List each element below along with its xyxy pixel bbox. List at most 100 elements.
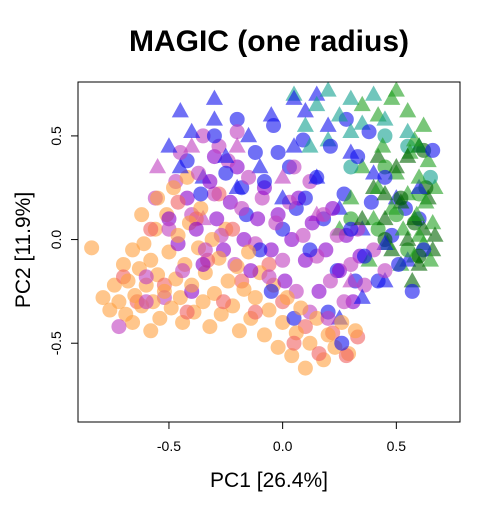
data-point-triangle-s6-3: [274, 168, 292, 184]
data-point-circle-s2-1: [138, 294, 154, 310]
data-point-circle-s0-24: [170, 227, 186, 243]
data-point-triangle-s5-25: [171, 102, 189, 118]
data-point-circle-s0-68: [134, 207, 150, 223]
data-point-triangle-s5-24: [376, 272, 394, 288]
data-point-triangle-s5-5: [217, 147, 235, 163]
data-point-circle-s2-27: [329, 227, 345, 243]
data-point-circle-s0-14: [143, 252, 159, 268]
data-point-circle-s2-13: [234, 200, 250, 216]
data-point-circle-s4-3: [218, 165, 234, 181]
data-point-triangle-s8-11: [301, 137, 319, 153]
data-point-triangle-s5-29: [410, 178, 428, 195]
y-tick-label-0: -0.5: [48, 331, 64, 355]
data-point-circle-s2-26: [322, 273, 338, 289]
data-point-circle-s3-11: [243, 263, 259, 279]
data-point-triangle-s7-15: [408, 205, 426, 221]
data-point-triangle-s6-0: [149, 158, 167, 174]
data-point-circle-s0-9: [127, 288, 143, 304]
data-point-circle-s1-15: [286, 335, 302, 351]
data-point-circle-s4-8: [266, 118, 282, 134]
data-point-triangle-s9-17: [376, 184, 394, 201]
x-tick-label-1: 0.0: [273, 438, 293, 454]
data-point-triangle-s5-14: [319, 116, 337, 132]
data-point-circle-s2-9: [206, 186, 222, 202]
data-point-circle-s0-54: [275, 314, 291, 330]
data-point-triangle-s5-4: [205, 110, 223, 126]
data-point-circle-s0-61: [309, 310, 325, 326]
data-point-circle-s1-4: [170, 194, 186, 210]
data-point-triangle-s5-2: [183, 122, 201, 139]
data-point-circle-s3-8: [222, 194, 238, 210]
data-point-triangle-s5-11: [285, 137, 303, 153]
data-point-circle-s2-14: [241, 169, 257, 185]
data-point-triangle-s5-1: [171, 158, 189, 174]
data-point-triangle-s7-1: [342, 189, 360, 205]
data-point-circle-s4-28: [404, 283, 420, 299]
data-point-circle-s0-69: [150, 190, 166, 206]
data-point-triangle-s7-19: [419, 151, 437, 168]
data-point-circle-s2-33: [195, 128, 211, 144]
data-point-triangle-s7-6: [374, 137, 392, 153]
data-point-circle-s4-24: [377, 169, 393, 185]
data-point-triangle-s5-28: [308, 85, 326, 101]
data-point-circle-s4-21: [357, 248, 372, 264]
data-point-triangle-s8-5: [342, 89, 360, 105]
data-point-circle-s1-19: [338, 348, 354, 364]
data-point-circle-s2-39: [138, 269, 154, 285]
data-point-circle-s2-37: [286, 159, 302, 175]
data-point-circle-s2-25: [316, 207, 332, 223]
data-point-circle-s4-35: [263, 283, 279, 299]
data-point-triangle-s7-23: [415, 116, 433, 132]
data-point-triangle-s7-18: [417, 193, 435, 209]
data-point-circle-s4-14: [309, 169, 325, 185]
data-point-circle-s3-21: [311, 283, 327, 299]
data-point-triangle-s5-12: [296, 102, 314, 118]
data-point-circle-s0-12: [136, 236, 152, 252]
data-point-triangle-s7-25: [383, 89, 401, 105]
data-point-triangle-s5-27: [285, 89, 303, 105]
data-point-triangle-s6-5: [342, 272, 360, 288]
data-point-circle-s4-33: [334, 335, 350, 351]
data-point-circle-s3-6: [209, 211, 225, 227]
data-point-triangle-s5-26: [205, 89, 223, 105]
data-point-circle-s0-19: [156, 283, 172, 299]
data-point-triangle-s9-13: [369, 147, 387, 163]
plot-frame: [77, 81, 461, 423]
data-point-circle-s3-5: [202, 174, 218, 190]
data-point-triangle-s9-7: [410, 255, 428, 271]
data-point-circle-s2-5: [175, 263, 191, 279]
data-point-circle-s2-22: [295, 227, 311, 243]
data-point-circle-s11-1: [393, 190, 409, 206]
data-point-circle-s0-33: [195, 294, 211, 310]
data-point-circle-s0-63: [320, 327, 336, 343]
data-point-circle-s12-1: [377, 128, 393, 144]
data-point-triangle-s5-10: [274, 189, 292, 205]
data-point-circle-s2-29: [343, 256, 359, 272]
data-point-circle-s3-12: [250, 211, 266, 227]
y-axis-label: PC2 [11.9%]: [12, 192, 35, 308]
data-point-circle-s3-10: [236, 232, 252, 248]
data-point-circle-s2-36: [172, 144, 188, 160]
data-point-circle-s2-31: [357, 277, 372, 293]
data-point-triangle-s7-24: [399, 102, 417, 118]
data-point-circle-s4-36: [252, 242, 268, 258]
data-point-circle-s4-2: [206, 128, 222, 144]
data-point-circle-s0-39: [213, 306, 229, 322]
data-point-circle-s4-26: [391, 256, 407, 272]
y-tick-label-1: 0.0: [48, 230, 64, 250]
data-point-circle-s0-67: [347, 323, 363, 339]
data-point-circle-s4-40: [270, 144, 286, 160]
data-point-circle-s3-14: [263, 242, 279, 258]
data-point-triangle-s5-16: [342, 143, 360, 159]
data-point-circle-s0-43: [229, 259, 245, 275]
data-point-triangle-s5-9: [262, 106, 280, 122]
data-point-triangle-s5-8: [251, 158, 269, 174]
data-point-circle-s10-4: [377, 159, 393, 175]
chart-title: MAGIC (one radius): [129, 25, 409, 58]
data-point-triangle-s8-2: [308, 95, 326, 112]
y-tick-label-2: 0.5: [48, 126, 64, 146]
data-point-circle-s2-19: [275, 252, 291, 268]
data-point-circle-s4-41: [361, 124, 377, 140]
data-point-circle-s1-9: [216, 294, 232, 310]
